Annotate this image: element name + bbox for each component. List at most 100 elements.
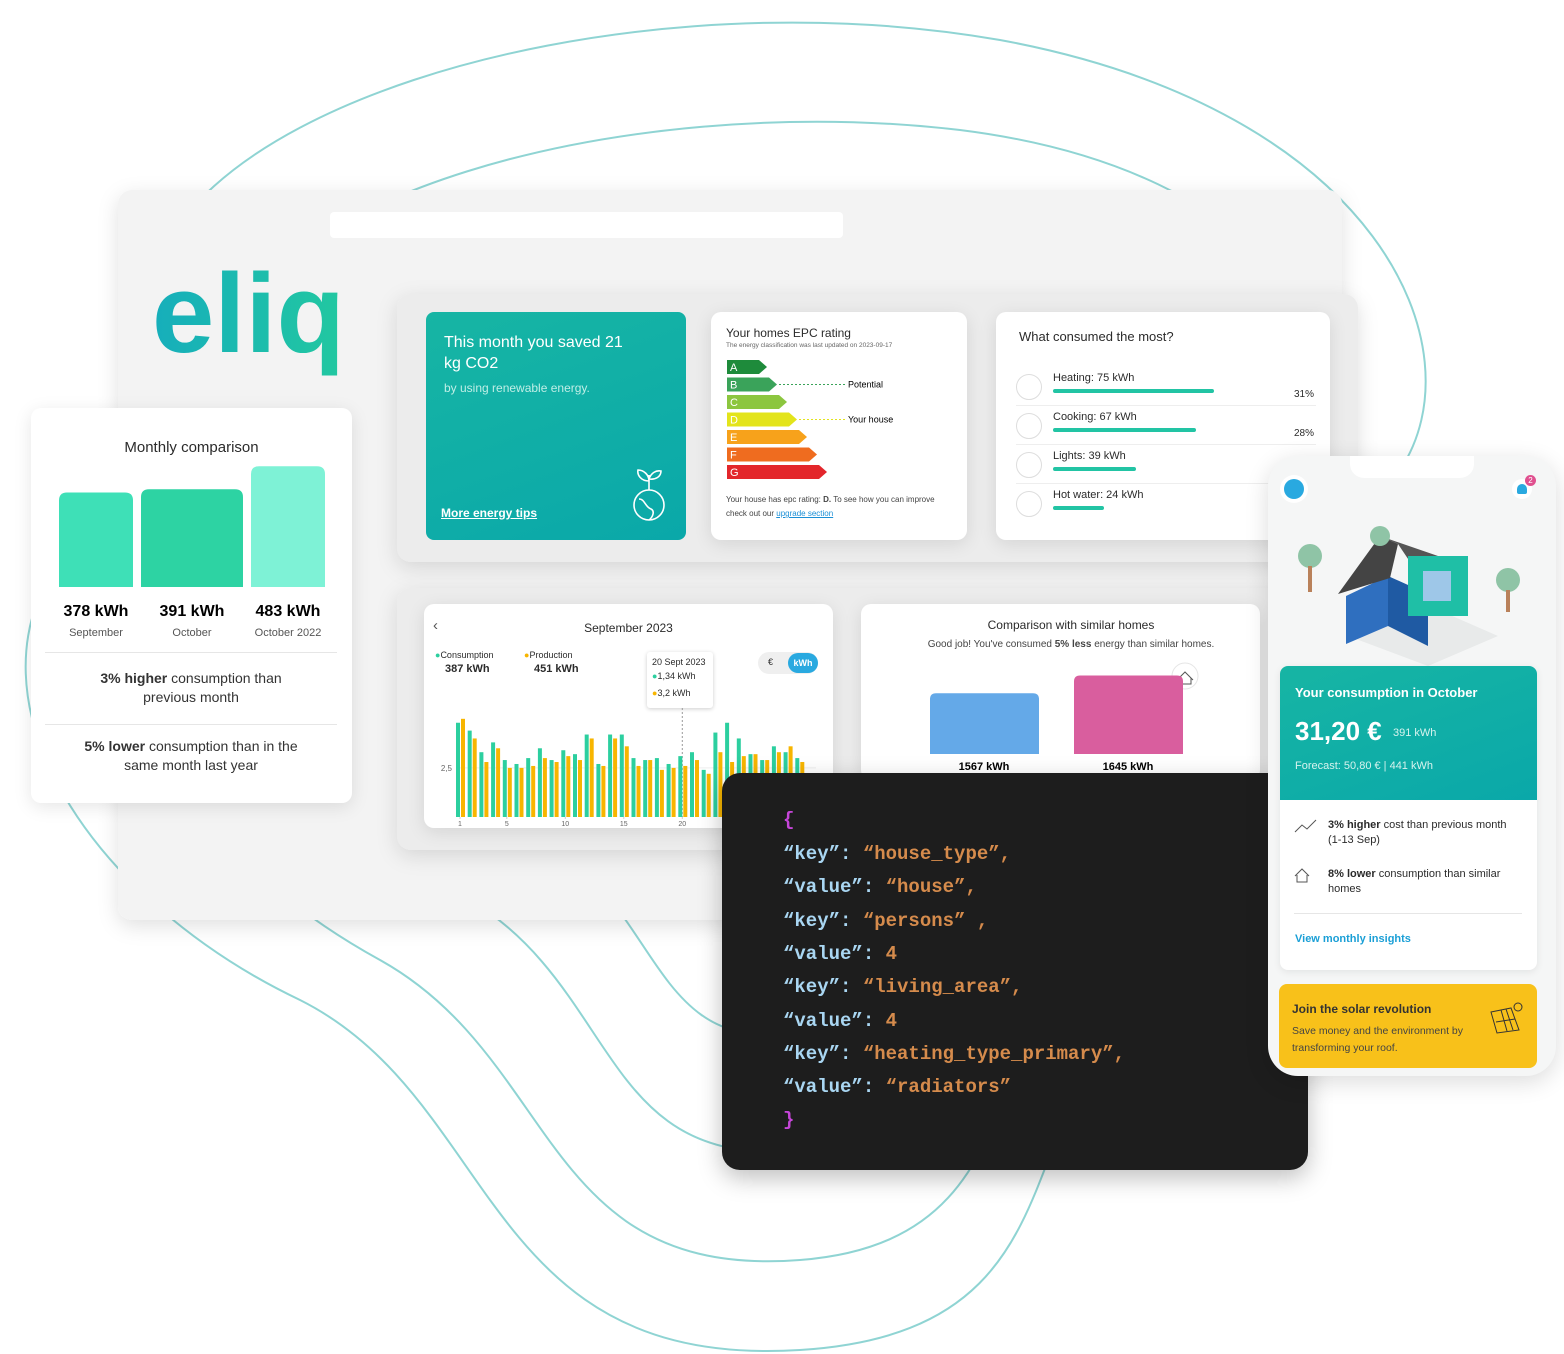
- insight: 3% higher cost than previous month (1-13…: [1328, 818, 1523, 848]
- x-tick-label: 15: [620, 821, 628, 828]
- bar: [549, 760, 554, 817]
- code-line: “key”: “house_type”,: [783, 843, 1011, 865]
- consumption-card: Your consumption in October 31,20 € 391 …: [1280, 666, 1537, 970]
- card-title: This month you saved 21 kg CO2: [444, 334, 623, 372]
- code-key: “value”:: [783, 1009, 886, 1032]
- value-label: 391 kWh: [160, 603, 225, 620]
- category-label: October: [172, 627, 211, 639]
- toggle-option[interactable]: €: [768, 657, 774, 667]
- tooltip-line: ●3,2 kWh: [652, 688, 691, 698]
- tooltip-line: ●1,34 kWh: [652, 671, 696, 681]
- code-line: “key”: “heating_type_primary”,: [783, 1043, 1125, 1065]
- bar: [631, 758, 636, 817]
- card-title: Your consumption in October: [1295, 685, 1478, 700]
- code-key: “key”:: [783, 1042, 863, 1065]
- solar-icon: [1490, 1002, 1523, 1034]
- code-key: “key”:: [783, 843, 863, 865]
- bar: [251, 466, 325, 587]
- epc-grade: [727, 360, 767, 374]
- note: 5% lower consumption than in the same mo…: [81, 737, 301, 775]
- text: 1,34 kWh: [657, 671, 696, 681]
- note: 3% higher consumption than previous mont…: [81, 669, 301, 707]
- bar: [472, 738, 477, 817]
- divider: [1016, 483, 1316, 484]
- text: 5% lower: [84, 738, 146, 754]
- code-line: “key”: “persons” ,: [783, 910, 988, 932]
- epc-scale: AB Potential CD Your house EFG: [727, 360, 893, 479]
- bar: [713, 732, 718, 817]
- epc-letter: G: [730, 467, 739, 479]
- code-key: “value”:: [783, 876, 886, 899]
- category-label: September: [69, 627, 123, 639]
- divider: [1016, 405, 1316, 406]
- bell-icon: [1517, 484, 1527, 494]
- co2-card: This month you saved 21 kg CO2 by using …: [426, 312, 686, 540]
- code-key: “key”:: [783, 909, 863, 932]
- badge: 2: [1525, 475, 1536, 486]
- card-title: What consumed the most?: [1019, 329, 1174, 344]
- link[interactable]: upgrade section: [776, 509, 834, 518]
- text: 3% higher: [100, 670, 168, 686]
- bar: [701, 769, 706, 817]
- back-button[interactable]: ‹: [433, 617, 438, 634]
- bar: [484, 762, 489, 817]
- epc-letter: F: [730, 450, 737, 462]
- amount-kwh: 391 kWh: [1393, 727, 1437, 739]
- code-value: “house”,: [885, 876, 977, 899]
- notch: [1350, 456, 1474, 478]
- x-tick-label: 10: [561, 821, 569, 828]
- search-bar[interactable]: [330, 212, 843, 238]
- bar: [613, 738, 618, 817]
- bar: [619, 734, 624, 817]
- x-tick-label: 1: [458, 821, 462, 828]
- toggle-option[interactable]: kWh: [788, 653, 818, 673]
- code-line: “value”: “house”,: [783, 876, 977, 898]
- code-line: “value”: 4: [783, 1010, 897, 1032]
- epc-letter: A: [730, 362, 738, 374]
- text: 3,2 kWh: [657, 688, 691, 698]
- card-title: Join the solar revolution: [1292, 1002, 1432, 1016]
- bar: [491, 742, 496, 817]
- epc-marker-label: Your house: [848, 415, 893, 425]
- value-label: 1567 kWh: [959, 761, 1010, 773]
- bar: [566, 756, 571, 817]
- bar: [456, 722, 460, 817]
- solar-card: Join the solar revolution Save money and…: [1279, 984, 1537, 1068]
- epc-grade: [727, 465, 827, 479]
- bar: [624, 746, 629, 817]
- code-value: “heating_type_primary”,: [862, 1042, 1126, 1065]
- bar: [496, 748, 501, 817]
- epc-letter: E: [730, 432, 737, 444]
- forecast: Forecast: 50,80 € | 441 kWh: [1295, 760, 1433, 772]
- bar: [648, 760, 653, 817]
- bar: [507, 767, 512, 817]
- bar: [519, 767, 524, 817]
- link[interactable]: View monthly insights: [1295, 933, 1411, 945]
- monthly-card: Monthly comparison 378 kWh September 391 k…: [31, 408, 352, 803]
- bell-button[interactable]: 2: [1512, 475, 1536, 499]
- item-label: Lights: 39 kWh: [1053, 450, 1126, 462]
- bar: [561, 750, 566, 817]
- toggle: € kWh: [758, 652, 818, 674]
- chat-button[interactable]: [1284, 479, 1304, 499]
- bar: [502, 760, 507, 817]
- bar: [542, 758, 547, 817]
- bar: [514, 763, 519, 817]
- bar: [643, 760, 648, 817]
- epc-marker-label: Potential: [848, 380, 883, 390]
- legend-total: 387 kWh: [445, 663, 490, 675]
- bar: [666, 763, 671, 817]
- bar: [537, 748, 542, 817]
- monthly-chart: 378 kWh September 391 kWh October 483 kWh Oct…: [59, 466, 325, 639]
- legend-total: 451 kWh: [534, 663, 579, 675]
- subtitle: The energy classification was last updat…: [726, 342, 893, 349]
- code-line: “key”: “living_area”,: [783, 976, 1022, 998]
- bar: [461, 718, 465, 817]
- icon: [1016, 452, 1042, 478]
- bar: [718, 752, 723, 817]
- item-label: Cooking: 67 kWh: [1053, 411, 1137, 423]
- bar: [671, 767, 676, 817]
- text: consumption than similar homes: [1328, 868, 1501, 895]
- link[interactable]: More energy tips: [441, 506, 538, 520]
- bar: [467, 730, 472, 817]
